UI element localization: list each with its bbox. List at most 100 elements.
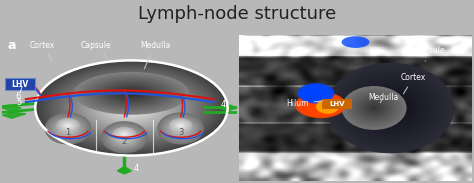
Text: Medulla: Medulla: [140, 41, 170, 69]
Text: 5: 5: [16, 98, 21, 107]
Ellipse shape: [372, 107, 376, 109]
Ellipse shape: [295, 92, 346, 118]
Ellipse shape: [96, 91, 167, 125]
Text: 7: 7: [17, 86, 23, 95]
Ellipse shape: [112, 129, 137, 146]
Ellipse shape: [339, 72, 441, 144]
Ellipse shape: [66, 127, 70, 130]
Ellipse shape: [113, 127, 136, 142]
Ellipse shape: [115, 131, 134, 144]
Ellipse shape: [384, 103, 397, 113]
Ellipse shape: [157, 112, 204, 145]
Ellipse shape: [55, 70, 209, 146]
Polygon shape: [2, 105, 21, 111]
Ellipse shape: [359, 98, 389, 118]
Ellipse shape: [104, 123, 145, 151]
Ellipse shape: [109, 85, 155, 102]
Ellipse shape: [77, 81, 186, 135]
Ellipse shape: [310, 90, 321, 96]
Ellipse shape: [38, 62, 224, 154]
Ellipse shape: [62, 122, 74, 129]
Ellipse shape: [178, 124, 183, 127]
Ellipse shape: [105, 84, 157, 103]
Ellipse shape: [55, 120, 81, 137]
Ellipse shape: [100, 82, 163, 105]
Ellipse shape: [45, 65, 218, 151]
Ellipse shape: [374, 97, 406, 119]
Ellipse shape: [344, 87, 404, 128]
Ellipse shape: [346, 76, 435, 140]
Ellipse shape: [173, 120, 189, 131]
Ellipse shape: [304, 96, 337, 114]
Ellipse shape: [314, 92, 318, 94]
Ellipse shape: [346, 89, 402, 127]
Ellipse shape: [327, 63, 454, 153]
Ellipse shape: [121, 132, 128, 137]
Ellipse shape: [57, 121, 79, 136]
Text: LHV: LHV: [329, 101, 345, 107]
Ellipse shape: [365, 90, 416, 126]
Ellipse shape: [114, 128, 135, 141]
Ellipse shape: [114, 87, 149, 100]
Ellipse shape: [333, 67, 448, 149]
Ellipse shape: [91, 78, 172, 108]
Ellipse shape: [51, 68, 211, 148]
Ellipse shape: [51, 117, 85, 140]
Ellipse shape: [174, 124, 187, 133]
Ellipse shape: [80, 83, 182, 133]
Ellipse shape: [102, 122, 146, 152]
Ellipse shape: [97, 81, 166, 106]
Ellipse shape: [110, 128, 138, 147]
Ellipse shape: [93, 89, 170, 127]
Ellipse shape: [168, 120, 193, 137]
Ellipse shape: [107, 125, 142, 149]
Ellipse shape: [169, 118, 192, 133]
Ellipse shape: [119, 131, 129, 137]
Ellipse shape: [297, 93, 344, 117]
Ellipse shape: [371, 94, 410, 122]
Ellipse shape: [126, 91, 137, 96]
Ellipse shape: [342, 36, 369, 48]
Ellipse shape: [175, 122, 187, 129]
Ellipse shape: [102, 83, 160, 104]
Ellipse shape: [118, 131, 130, 138]
Ellipse shape: [355, 95, 393, 121]
Ellipse shape: [66, 124, 71, 127]
Ellipse shape: [170, 119, 191, 132]
FancyBboxPatch shape: [322, 99, 352, 109]
Ellipse shape: [60, 120, 76, 131]
Ellipse shape: [94, 79, 169, 107]
Ellipse shape: [319, 104, 323, 106]
Text: 6: 6: [15, 92, 20, 101]
Ellipse shape: [355, 83, 426, 133]
Text: 4: 4: [220, 100, 226, 109]
Ellipse shape: [301, 85, 331, 102]
Ellipse shape: [64, 123, 73, 128]
Ellipse shape: [165, 118, 196, 139]
Ellipse shape: [73, 79, 189, 137]
Ellipse shape: [348, 90, 400, 126]
Ellipse shape: [361, 99, 387, 117]
Ellipse shape: [121, 135, 128, 139]
Ellipse shape: [362, 87, 419, 128]
Ellipse shape: [73, 72, 189, 115]
Ellipse shape: [358, 85, 422, 131]
Ellipse shape: [64, 123, 72, 128]
Ellipse shape: [299, 84, 333, 102]
Ellipse shape: [305, 87, 327, 100]
Ellipse shape: [106, 95, 157, 121]
Ellipse shape: [312, 91, 320, 95]
Ellipse shape: [166, 119, 195, 138]
Text: b: b: [244, 39, 253, 52]
Text: 3: 3: [178, 128, 183, 137]
Text: Lymph-node structure: Lymph-node structure: [138, 5, 336, 23]
Ellipse shape: [116, 129, 133, 139]
Ellipse shape: [170, 121, 191, 136]
Ellipse shape: [125, 105, 138, 111]
Ellipse shape: [297, 83, 335, 104]
Ellipse shape: [45, 112, 91, 145]
Ellipse shape: [342, 86, 407, 130]
Text: Hilum: Hilum: [286, 99, 322, 108]
Ellipse shape: [309, 89, 323, 97]
Ellipse shape: [80, 74, 183, 113]
